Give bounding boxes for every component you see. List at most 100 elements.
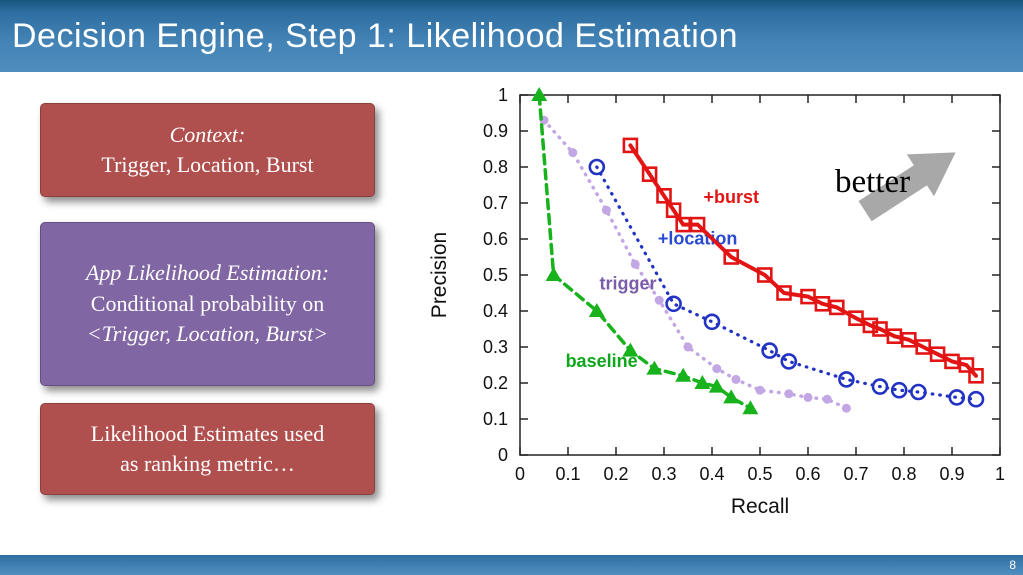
better-arrow-icon (858, 152, 956, 222)
marker-location (665, 295, 682, 313)
marker-trigger (784, 389, 794, 399)
marker-trigger (803, 392, 813, 402)
marker-burst (915, 339, 932, 355)
marker-trigger (712, 364, 722, 374)
series-label-burst: +burst (703, 187, 759, 207)
x-tick-label: 0.3 (651, 464, 676, 484)
app-likelihood-line2: Conditional probability on (90, 290, 325, 316)
marker-burst (776, 285, 792, 301)
marker-baseline (545, 267, 562, 281)
marker-baseline (694, 375, 711, 389)
context-box-heading: Context: (169, 121, 246, 147)
marker-trigger (683, 342, 693, 352)
y-tick-label: 0.4 (483, 301, 508, 321)
context-box-body: Trigger, Location, Burst (101, 152, 314, 177)
y-tick-label: 0.8 (483, 157, 508, 177)
x-tick-label: 0.4 (699, 464, 724, 484)
y-tick-label: 0.7 (483, 193, 508, 213)
marker-trigger (755, 385, 765, 395)
marker-burst (800, 288, 816, 305)
x-tick-label: 0.6 (795, 464, 820, 484)
x-tick-label: 0.2 (603, 464, 628, 484)
marker-location (890, 381, 908, 399)
precision-recall-chart: 0 0.1 0.2 0.3 0.4 0.5 0.6 0.7 0.8 0.9 1 0 0.1 0.2 0.3 0… (420, 82, 1020, 542)
marker-trigger (654, 295, 664, 305)
marker-baseline (588, 303, 605, 317)
marker-baseline (708, 378, 725, 393)
marker-burst (929, 346, 946, 363)
marker-baseline (531, 87, 548, 101)
marker-burst (675, 216, 692, 233)
better-annotation: better (835, 132, 980, 237)
marker-burst (641, 166, 658, 182)
marker-baseline (622, 342, 639, 357)
marker-baseline (723, 389, 740, 404)
ranking-metric-line2: as ranking metric… (120, 451, 295, 476)
marker-location (948, 389, 966, 406)
app-likelihood-box: App Likelihood Estimation: Conditional p… (40, 222, 375, 386)
x-tick-label: 1 (995, 464, 1005, 484)
app-likelihood-heading: App Likelihood Estimation: (85, 260, 330, 286)
marker-baseline (675, 367, 692, 382)
y-tick-label: 0.2 (483, 373, 508, 393)
marker-location (838, 371, 855, 388)
marker-burst (656, 188, 672, 204)
marker-burst (756, 267, 773, 283)
marker-trigger (822, 394, 832, 404)
marker-trigger (601, 205, 611, 215)
marker-burst (848, 310, 864, 326)
slide-header: Decision Engine, Step 1: Likelihood Esti… (0, 0, 1023, 72)
marker-burst (828, 299, 845, 316)
marker-burst (665, 202, 682, 218)
x-tick-label: 0.5 (747, 464, 772, 484)
marker-burst (900, 332, 917, 348)
x-tick-label: 0.1 (555, 464, 580, 484)
marker-burst (862, 317, 879, 334)
y-tick-label: 0.3 (483, 337, 508, 357)
series-label-baseline: baseline (566, 351, 638, 371)
marker-burst (689, 216, 706, 233)
y-tick-label: 0.6 (483, 229, 508, 249)
y-tick-label: 0.9 (483, 121, 508, 141)
marker-baseline (742, 400, 759, 415)
marker-location (871, 378, 889, 395)
ranking-metric-box: Likelihood Estimates used as ranking met… (40, 403, 375, 495)
x-tick-label: 0 (515, 464, 525, 484)
page-number: 8 (1009, 558, 1016, 572)
app-likelihood-line3: <Trigger, Location, Burst> (86, 321, 329, 347)
x-tick-label: 0.8 (891, 464, 916, 484)
context-box: Context: Trigger, Location, Burst (40, 103, 375, 197)
marker-burst (944, 353, 960, 370)
pr-chart-svg: 0 0.1 0.2 0.3 0.4 0.5 0.6 0.7 0.8 0.9 1 0 0.1 0.2 0.3 0… (428, 85, 1005, 518)
y-tick-label: 1 (498, 85, 508, 105)
marker-trigger (731, 374, 741, 384)
slide-title: Decision Engine, Step 1: Likelihood Esti… (12, 16, 739, 55)
x-tick-label: 0.9 (939, 464, 964, 484)
slide-footer: 8 (0, 555, 1023, 575)
marker-burst (622, 137, 639, 154)
marker-burst (814, 296, 831, 312)
marker-burst (886, 328, 903, 344)
series-line-location (595, 165, 978, 401)
better-label: better (835, 164, 911, 200)
marker-location (761, 342, 778, 359)
y-tick-label: 0 (498, 445, 508, 465)
marker-burst (872, 321, 888, 337)
marker-trigger (841, 403, 851, 413)
y-tick-label: 0.5 (483, 265, 508, 285)
marker-location (588, 158, 606, 176)
marker-burst (723, 249, 740, 265)
marker-location (780, 353, 798, 370)
marker-trigger (630, 259, 640, 269)
marker-trigger (568, 148, 578, 158)
y-tick-label: 0.1 (483, 409, 508, 429)
ranking-metric-line1: Likelihood Estimates used (90, 420, 325, 446)
y-axis-label: Precision (428, 232, 451, 318)
marker-location (910, 383, 927, 401)
marker-burst (958, 357, 975, 373)
x-axis-label: Recall (731, 495, 789, 518)
marker-location (703, 313, 721, 331)
series-label-trigger: trigger (599, 273, 656, 293)
marker-location (967, 390, 985, 408)
